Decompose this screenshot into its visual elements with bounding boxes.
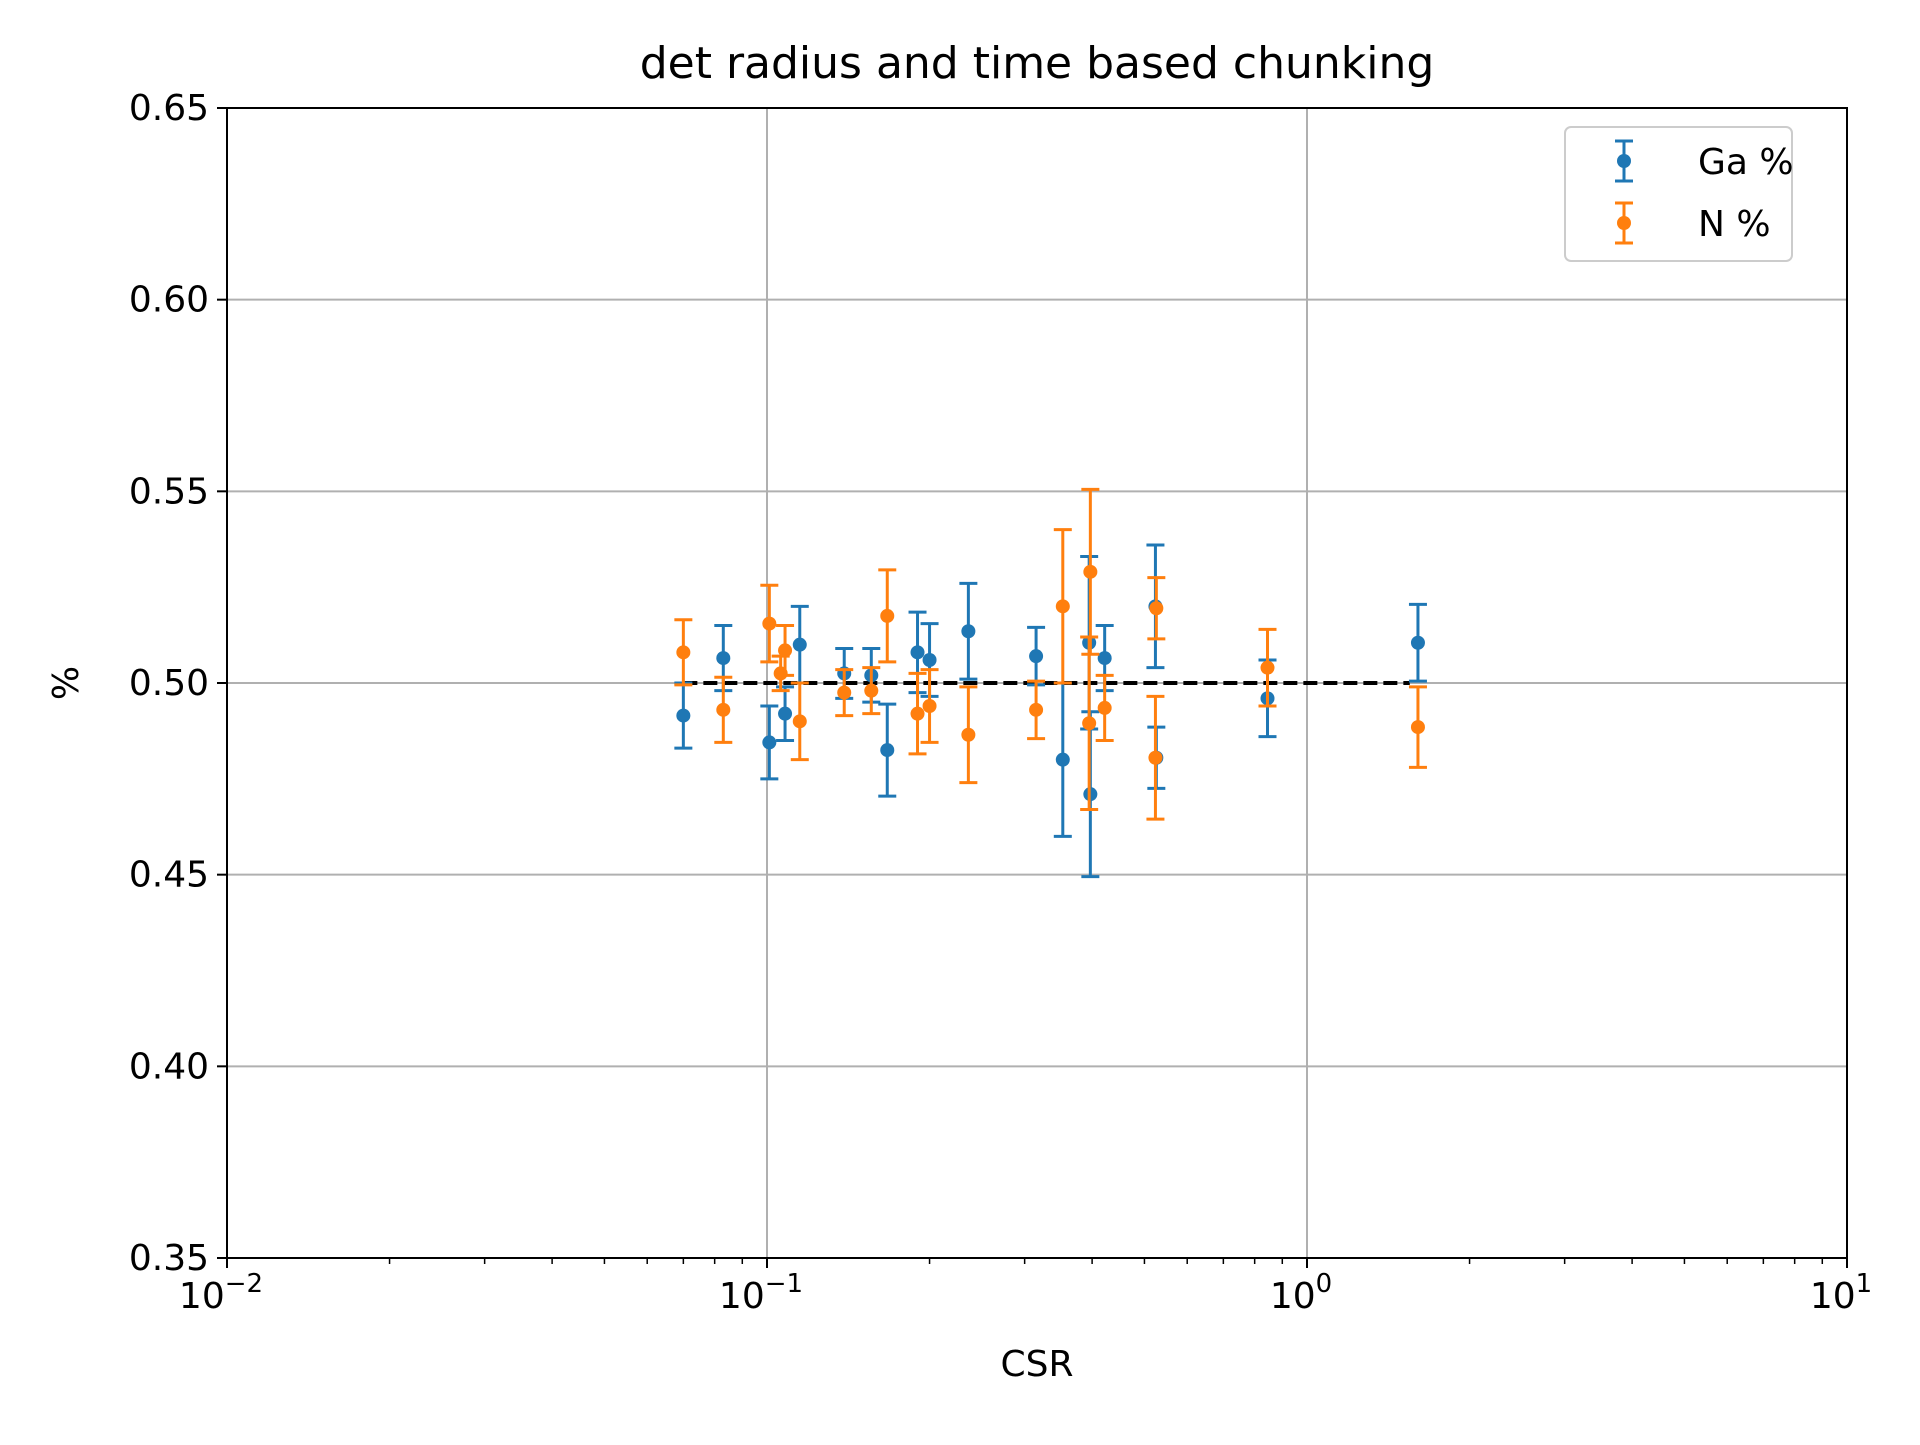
data-marker [1083,564,1098,579]
data-point [714,624,733,693]
minor-ticks [388,1258,1824,1264]
data-marker [762,616,777,631]
data-marker [922,653,937,667]
data-marker [864,683,879,698]
data-marker [716,651,731,666]
data-point [920,622,939,698]
data-marker [910,645,925,660]
data-point [790,604,809,685]
data-point [959,685,978,785]
x-tick-label: 100 [1270,1269,1332,1317]
data-marker [778,706,793,721]
data-marker [1149,601,1164,616]
x-axis-label: CSR [1000,1344,1073,1385]
series-group [674,487,1427,879]
data-point [959,581,978,681]
y-tick-label: 0.50 [129,663,209,704]
data-point [920,668,939,744]
data-point [1053,528,1072,685]
data-marker [1097,651,1112,666]
data-marker [1082,716,1097,731]
chart-title: det radius and time based chunking [640,38,1435,89]
y-axis-label: % [46,666,87,700]
data-point [1081,487,1100,656]
legend-entries: Ga % N % [1615,139,1794,245]
y-tick-label: 0.55 [129,471,209,512]
data-marker [880,608,895,623]
data-marker [1410,635,1425,650]
y-tick-label: 0.45 [129,855,209,896]
data-point [862,666,881,716]
data-marker [1029,702,1044,717]
legend-label: N % [1698,204,1771,245]
data-marker [1148,750,1163,765]
data-marker [676,708,691,723]
data-marker [922,699,937,713]
data-point [776,685,795,742]
data-marker [792,714,807,729]
data-point [1027,625,1046,687]
data-point [878,568,897,664]
data-marker [1260,660,1275,675]
data-point [1080,635,1099,811]
data-point [1258,627,1277,708]
data-marker [1055,752,1070,767]
data-marker [792,637,807,652]
data-point [835,668,854,718]
data-point [1147,576,1166,641]
data-marker [837,685,852,700]
data-point [760,583,779,664]
data-marker [716,702,731,717]
y-tick-label: 0.65 [129,88,209,129]
data-marker [1097,700,1112,715]
legend-entry: Ga % [1615,139,1794,183]
data-point [908,671,927,756]
legend-marker [1617,216,1631,230]
data-point [1408,685,1427,769]
legend-entry: N % [1615,201,1771,245]
axis-ticks: 10−2 10−1 100 101 0.35 0.40 0.45 0.50 0.55 0.60 0.… [129,88,1872,1317]
x-tick-label: 101 [1810,1269,1872,1317]
data-marker [676,645,691,660]
series-n [674,487,1427,821]
data-point [760,704,779,781]
data-point [790,681,809,762]
legend: Ga % N % [1564,126,1794,262]
legend-label: Ga % [1698,142,1794,183]
data-marker [762,735,777,750]
data-marker [1029,649,1044,664]
y-tick-label: 0.35 [129,1238,209,1279]
data-marker [961,727,976,742]
data-marker [961,624,976,639]
data-point [776,624,795,677]
data-point [878,702,897,798]
x-tick-label: 10−1 [719,1269,803,1317]
data-point [674,618,693,687]
plot-frame [226,107,1848,1259]
data-marker [880,743,895,758]
data-point [674,681,693,750]
data-marker [778,643,793,658]
data-point [1027,679,1046,741]
data-marker [910,706,925,721]
data-marker [1055,599,1070,614]
x-tick-label: 10−2 [179,1269,263,1317]
data-point [1095,673,1114,742]
y-tick-label: 0.40 [129,1046,209,1087]
legend-marker [1617,154,1631,168]
data-point [1408,602,1427,683]
data-point [714,675,733,744]
data-marker [1410,720,1425,735]
y-tick-label: 0.60 [129,280,209,321]
data-point [1146,694,1165,821]
